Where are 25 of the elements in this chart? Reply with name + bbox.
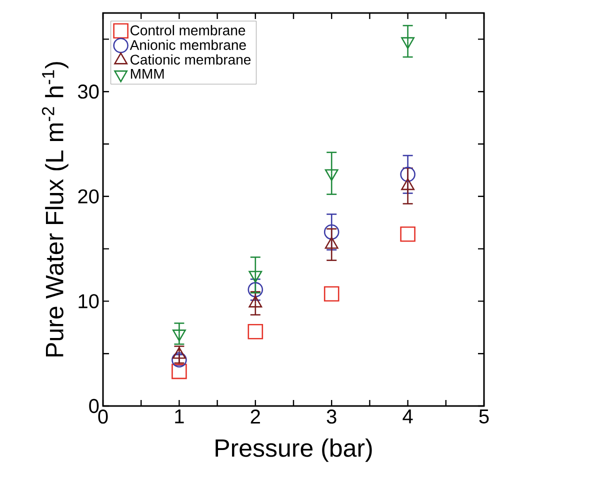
point (401, 37, 415, 49)
point (400, 166, 416, 182)
point (248, 282, 264, 298)
point (324, 169, 338, 181)
y-tick-label: 20 (78, 189, 99, 204)
x-tick-label: 2 (250, 410, 260, 424)
x-tick-label: 5 (479, 410, 489, 424)
point (172, 364, 187, 380)
x-tick-label: 1 (175, 410, 184, 424)
legend-label: Anionic membrane (130, 40, 246, 50)
y-tick-label: 10 (78, 294, 99, 308)
point (248, 324, 264, 340)
x-tick-label: 3 (326, 410, 336, 424)
x-tick-label: 4 (402, 410, 413, 424)
point (324, 286, 340, 302)
point (324, 224, 340, 240)
y-tick-label: 30 (78, 84, 99, 99)
legend-label: Control membrane (130, 25, 246, 36)
point (400, 226, 416, 242)
legend-label: MMM (130, 68, 164, 79)
x-axis-title: Pressure (bar) (216, 438, 372, 462)
y-axis-title: Pure Water Flux (L m$^{-2}$ h$^{-1}$) (42, 62, 68, 356)
legend-label: Cationic membrane (130, 54, 251, 65)
y-tick-label: 0 (89, 398, 99, 414)
x-tick-label: 0 (98, 410, 108, 424)
